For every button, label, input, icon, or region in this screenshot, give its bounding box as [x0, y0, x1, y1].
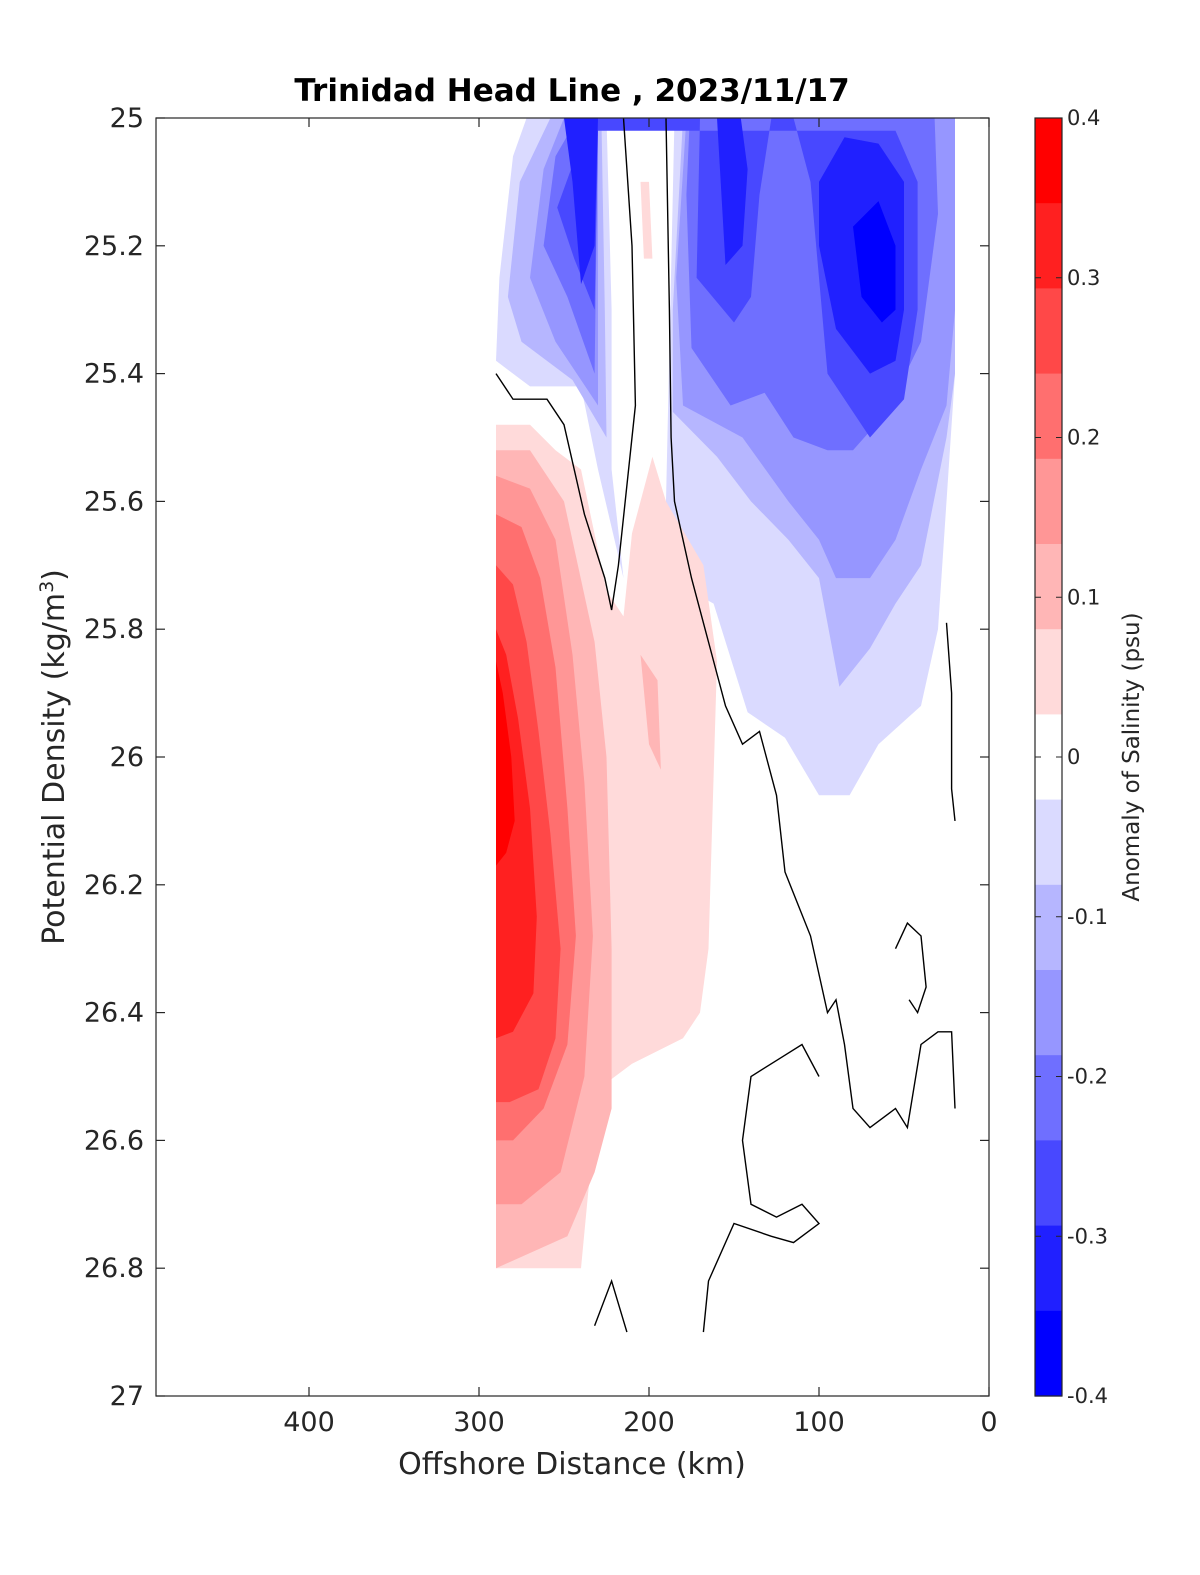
colorbar-tick-label: -0.3 [1067, 1224, 1108, 1248]
colorbar-tick-label: -0.2 [1067, 1065, 1108, 1089]
colorbar-band [1035, 1140, 1062, 1227]
x-axis-ticks: 400 300 200 100 0 [283, 118, 998, 1438]
contour-fill-12 [640, 654, 661, 770]
contour-fill-6 [700, 118, 748, 265]
y-tick-label: 27 [110, 1381, 144, 1412]
contour-fills [496, 118, 955, 1269]
colorbar-band [1035, 373, 1062, 460]
y-axis-label-superscript: 3 [36, 581, 58, 593]
y-axis-label-close: ) [37, 569, 72, 581]
colorbar-ticks: 0.4 0.3 0.2 0.1 0 -0.1 -0.2 -0.3 -0.4 [1035, 106, 1108, 1408]
colorbar-band [1035, 458, 1062, 545]
y-tick-label: 25 [110, 103, 144, 134]
zero-contour-0 [495, 117, 637, 611]
plot-area: 400 300 200 100 0 25 25.2 25.4 25.6 25.8 26 26.2 26… [84, 103, 998, 1438]
y-tick-label: 25.4 [84, 359, 144, 390]
contour-fill-17 [496, 661, 515, 866]
y-axis-label-text: Potential Density (kg/m [37, 593, 72, 945]
colorbar-band [1035, 544, 1062, 630]
y-tick-label: 25.8 [84, 614, 144, 645]
colorbar-band [1035, 203, 1062, 289]
y-tick-label: 26.4 [84, 998, 144, 1029]
colorbar-band [1035, 629, 1062, 715]
colorbar-label: Anomaly of Salinity (psu) [1119, 612, 1145, 901]
colorbar-tick-label: 0.1 [1067, 585, 1100, 609]
x-tick-label: 0 [980, 1407, 997, 1438]
x-axis-label: Offshore Distance (km) [398, 1447, 746, 1482]
colorbar-tick-label: 0.4 [1067, 106, 1100, 130]
colorbar-tick-label: -0.1 [1067, 905, 1108, 929]
colorbar-band [1035, 970, 1062, 1056]
y-axis-label: Potential Density (kg/m3) [36, 569, 72, 945]
x-tick-label: 300 [453, 1407, 505, 1438]
x-tick-label: 200 [623, 1407, 675, 1438]
colorbar-tick-label: -0.4 [1067, 1384, 1108, 1408]
y-axis-ticks: 25 25.2 25.4 25.6 25.8 26 26.2 26.4 26.6 26.8 27 [84, 103, 989, 1412]
zero-contour-3 [702, 1043, 821, 1333]
zero-contour-lines [495, 117, 956, 1333]
x-tick-label: 100 [793, 1407, 845, 1438]
y-tick-label: 26.6 [84, 1125, 144, 1156]
x-tick-label: 400 [283, 1407, 335, 1438]
colorbar: 0.4 0.3 0.2 0.1 0 -0.1 -0.2 -0.3 -0.4 [1034, 106, 1108, 1408]
zero-contour-2 [894, 921, 927, 1015]
contour-fill-8 [853, 201, 896, 323]
contour-fill-5 [564, 118, 598, 285]
y-tick-label: 26.8 [84, 1253, 144, 1284]
y-tick-label: 25.6 [84, 486, 144, 517]
zero-contour-5 [945, 622, 956, 821]
colorbar-tick-label: 0.3 [1067, 266, 1100, 290]
y-tick-label: 26.2 [84, 870, 144, 901]
colorbar-band [1035, 288, 1062, 375]
colorbar-tick-label: 0 [1067, 745, 1080, 769]
contour-fill-10 [640, 181, 653, 259]
zero-contour-1 [665, 117, 956, 1130]
colorbar-band [1035, 1225, 1062, 1312]
colorbar-band [1035, 118, 1062, 204]
colorbar-band [1035, 799, 1062, 886]
zero-contour-4 [593, 1278, 628, 1333]
colorbar-band [1035, 884, 1062, 971]
y-tick-label: 26 [110, 742, 144, 773]
colorbar-band [1035, 1310, 1062, 1397]
colorbar-tick-label: 0.2 [1067, 426, 1100, 450]
colorbar-bands [1035, 118, 1062, 1397]
y-tick-label: 25.2 [84, 231, 144, 262]
chart-title: Trinidad Head Line , 2023/11/17 [294, 73, 849, 109]
colorbar-band [1035, 1055, 1062, 1141]
